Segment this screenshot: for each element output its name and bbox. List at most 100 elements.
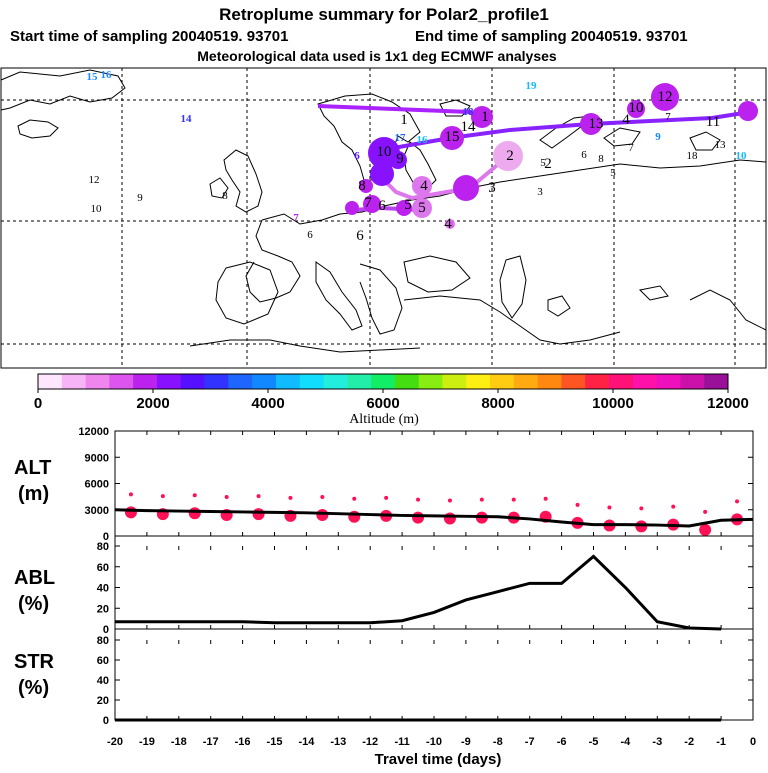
colorbar-cell (275, 374, 301, 389)
map-circle (389, 151, 407, 169)
x-axis-title: Travel time (days) (375, 751, 502, 768)
altitude-dot-small (352, 496, 357, 501)
altitude-dot (316, 509, 329, 521)
map-circle (738, 101, 758, 121)
colorbar-tick-label: 4000 (251, 395, 284, 412)
map-label: 3 (537, 186, 543, 198)
map-label: 10 (91, 203, 103, 215)
x-tick-label: -7 (525, 736, 535, 748)
map-label: 7 (665, 111, 671, 123)
x-tick-label: -8 (493, 736, 503, 748)
x-tick-label: -16 (235, 736, 251, 748)
colorbar-tick-label: 8000 (481, 395, 514, 412)
map-circle (363, 195, 381, 213)
map-label: 9 (137, 192, 143, 204)
colorbar-tick-label: 2000 (136, 395, 169, 412)
colorbar-cell (585, 374, 610, 389)
start-time-text: Start time of sampling 20040519. 93701 (10, 28, 288, 45)
altitude-line (114, 508, 754, 528)
x-tick-label: -13 (330, 736, 346, 748)
abl-label-line2: (%) (18, 593, 49, 615)
map-circle (493, 141, 523, 171)
abl-line (115, 554, 722, 631)
y-tick-label: 80 (97, 635, 109, 647)
colorbar-cell (394, 374, 420, 389)
y-tick-label: 6000 (85, 479, 109, 491)
x-tick-label: -10 (426, 736, 442, 748)
altitude-dot (443, 512, 456, 525)
colorbar-cell (323, 374, 348, 389)
colorbar-tick-label: 6000 (366, 395, 399, 412)
map-label: 5 (418, 200, 426, 216)
x-tick-label: -6 (557, 736, 567, 748)
colorbar-cell (347, 374, 372, 389)
alt-label-line2: (m) (18, 483, 49, 505)
str-panel: STR (%) 80 60 40 20 0 (14, 628, 754, 727)
colorbar-cell (180, 374, 206, 389)
altitude-dot-small (160, 494, 165, 499)
map-label: 4 (420, 178, 428, 194)
map-circle (651, 83, 679, 111)
map-circle (396, 200, 412, 216)
map-circle (627, 100, 645, 118)
map-circle (580, 113, 602, 135)
colorbar-cell (371, 374, 396, 389)
str-label-line2: (%) (18, 677, 49, 699)
altitude-dot-small (575, 502, 580, 507)
map-label: 8 (358, 178, 366, 194)
map-label: 6 (581, 149, 587, 161)
map-label: 14 (181, 113, 193, 125)
altitude-dot-small (416, 497, 421, 502)
map-circle (440, 126, 464, 150)
altitude-dot-small (703, 509, 708, 514)
colorbar-tick-label: 0 (34, 395, 42, 412)
map-label: 4 (444, 216, 452, 232)
y-tick-label: 0 (103, 715, 109, 727)
y-tick-label: 9000 (85, 452, 109, 464)
altitude-dot-small (447, 498, 452, 503)
colorbar-cell (252, 374, 277, 389)
colorbar-cell (61, 374, 87, 389)
map-label: 3 (488, 180, 496, 196)
colorbar-cell (442, 374, 467, 389)
altitude-dot-small (288, 495, 293, 500)
colorbar-cell (609, 374, 634, 389)
map-label: 4 (622, 112, 630, 128)
altitude-dot-small (479, 497, 484, 502)
map-label: 13 (715, 139, 727, 151)
map-circle (445, 219, 455, 229)
map-label: 6 (307, 229, 313, 241)
map-circle (412, 198, 432, 218)
x-tick-label: -19 (139, 736, 155, 748)
x-tick-label: -5 (589, 736, 599, 748)
colorbar-cell (228, 374, 253, 389)
y-tick-label: 0 (103, 531, 109, 543)
map-label: 7 (628, 142, 634, 154)
colorbar-cell (299, 374, 325, 389)
alt-panel: ALT (m) 12000 9000 6000 3000 0 (14, 426, 754, 543)
map-label: 9 (396, 151, 404, 167)
map-circle (345, 201, 359, 215)
y-tick-label: 12000 (78, 426, 109, 438)
map-circle (359, 179, 373, 193)
x-axis: -20 -19 -18 -17 -16 -15 -14 -13 -12 -11 -10 -9 -8 -7-… (107, 736, 756, 748)
x-tick-label: -1 (716, 736, 726, 748)
map-label: 18 (687, 150, 699, 162)
colorbar-cell (537, 374, 562, 389)
x-tick-label: 0 (750, 736, 756, 748)
altitude-dot-small (128, 492, 133, 497)
colorbar-cell (656, 374, 681, 389)
y-tick-label: 0 (103, 624, 109, 636)
altitude-dot-small (543, 496, 548, 501)
map-circle (471, 106, 493, 128)
str-label-line1: STR (14, 651, 55, 673)
map-label: 6 (354, 150, 360, 162)
map-label: 5 (540, 157, 546, 169)
altitude-dot-small (735, 499, 740, 504)
map-frame (0, 67, 767, 369)
map-label: 8 (598, 153, 604, 165)
map-label: 11 (706, 114, 720, 130)
